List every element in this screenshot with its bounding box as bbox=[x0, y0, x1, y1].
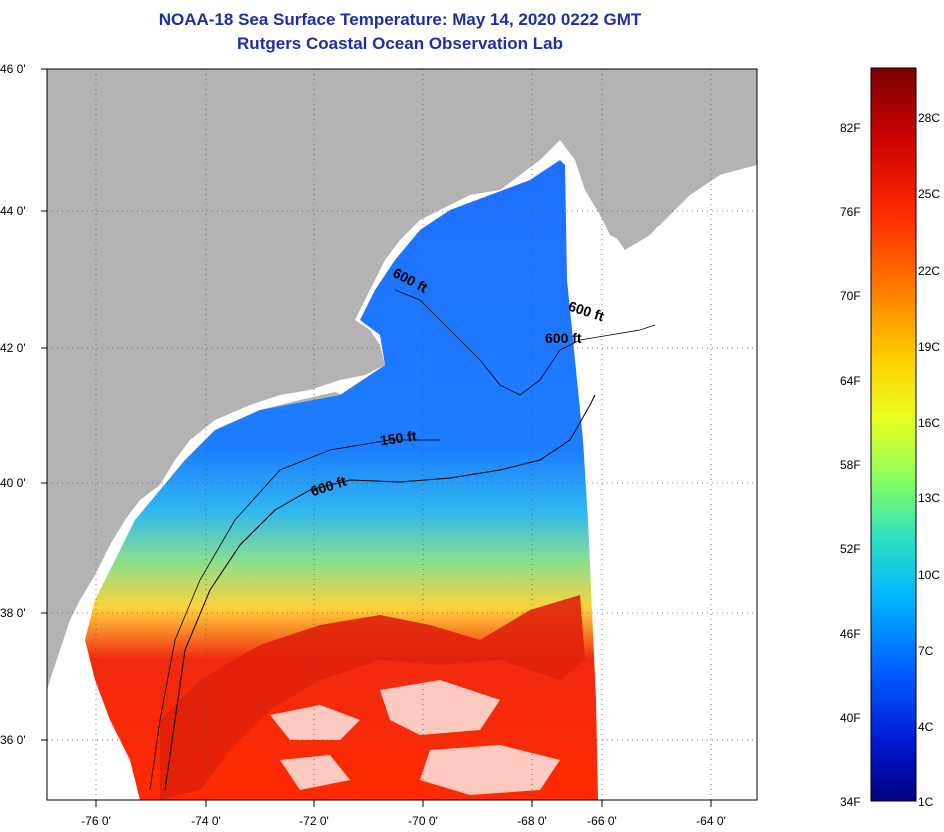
lat-label: 36 0' bbox=[0, 733, 26, 747]
nova-scotia bbox=[580, 95, 757, 245]
lat-label: 46 0' bbox=[0, 62, 26, 76]
contour-600ft bbox=[164, 394, 596, 791]
colorbar-f-label: 52F bbox=[840, 542, 861, 556]
axis-ticks bbox=[41, 68, 712, 807]
colorbar-f-label: 76F bbox=[840, 205, 861, 219]
map-subtitle: Rutgers Coastal Ocean Observation Lab bbox=[237, 34, 563, 53]
lat-label: 40 0' bbox=[0, 476, 26, 490]
lat-label: 42 0' bbox=[0, 341, 26, 355]
land-area bbox=[47, 69, 757, 690]
colorbar-f-label: 58F bbox=[840, 458, 861, 472]
lon-label: -66 0' bbox=[587, 814, 617, 828]
colorbar-c-label: 10C bbox=[918, 568, 941, 582]
lon-label: -76 0' bbox=[81, 814, 111, 828]
contour-label: 600 ft bbox=[545, 330, 582, 346]
colorbar-c-label: 4C bbox=[918, 720, 934, 734]
colorbar-f-label: 82F bbox=[840, 121, 861, 135]
colorbar-f-label: 64F bbox=[840, 374, 861, 388]
colorbar-c-label: 25C bbox=[918, 187, 941, 201]
colorbar bbox=[870, 67, 917, 802]
colorbar-c-label: 22C bbox=[918, 264, 941, 278]
colorbar-f-label: 70F bbox=[840, 289, 861, 303]
colorbar-c-label: 16C bbox=[918, 416, 941, 430]
lon-label: -72 0' bbox=[299, 814, 329, 828]
map-title: NOAA-18 Sea Surface Temperature: May 14,… bbox=[158, 10, 642, 29]
colorbar-c-label: 1C bbox=[918, 795, 934, 809]
lon-label: -70 0' bbox=[408, 814, 438, 828]
graticule bbox=[47, 69, 757, 800]
contour-150ft bbox=[149, 439, 440, 791]
colorbar-f-label: 34F bbox=[840, 795, 861, 809]
map-frame bbox=[46, 68, 758, 801]
gulf-stream bbox=[160, 595, 585, 800]
colorbar-c-label: 19C bbox=[918, 340, 941, 354]
lon-label: -74 0' bbox=[191, 814, 221, 828]
lon-label: -64 0' bbox=[696, 814, 726, 828]
colorbar-c-label: 7C bbox=[918, 644, 934, 658]
lat-label: 38 0' bbox=[0, 606, 26, 620]
lat-label: 44 0' bbox=[0, 204, 26, 218]
colorbar-f-label: 40F bbox=[840, 711, 861, 725]
colorbar-c-label: 28C bbox=[918, 111, 941, 125]
colorbar-f-label: 46F bbox=[840, 627, 861, 641]
lon-label: -68 0' bbox=[517, 814, 547, 828]
cloud-patches bbox=[270, 680, 560, 795]
contour-gulf-of-maine bbox=[394, 289, 656, 396]
colorbar-c-label: 13C bbox=[918, 491, 941, 505]
